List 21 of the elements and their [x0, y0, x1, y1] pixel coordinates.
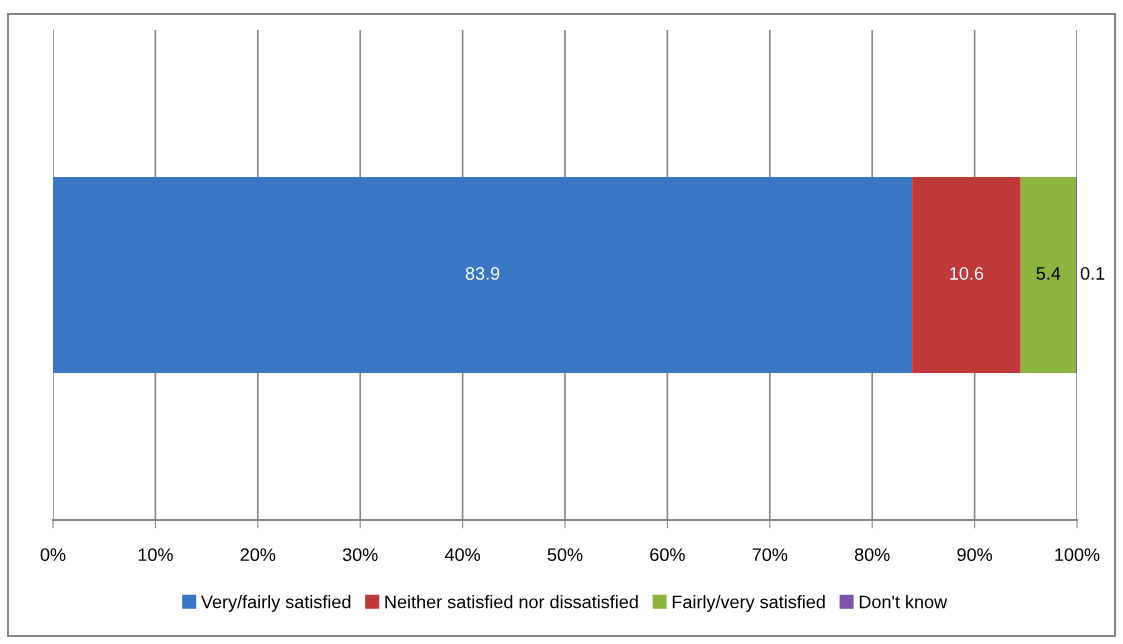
- x-tick-label: 0%: [40, 548, 66, 562]
- x-tick-label: 20%: [240, 548, 276, 562]
- bar: [912, 177, 1021, 373]
- x-tick-label: 60%: [650, 548, 685, 562]
- data-label: 83.9: [465, 267, 500, 280]
- x-tick-label: 80%: [854, 548, 890, 562]
- legend-label: Neither satisfied nor dissatisfied: [385, 595, 638, 609]
- legend-label: Very/fairly satisfied: [201, 595, 351, 612]
- legend-label: Don't know: [859, 595, 948, 609]
- bar: [1020, 177, 1076, 373]
- x-tick-label: 70%: [752, 548, 788, 562]
- x-tick-label: 10%: [138, 548, 173, 562]
- x-tick-label: 50%: [547, 548, 583, 562]
- data-label: 10.6: [950, 267, 984, 280]
- data-label: 0.1: [1080, 267, 1105, 280]
- x-tick-label: 30%: [342, 548, 378, 562]
- x-tick-label: 100%: [1055, 548, 1100, 562]
- legend-label: Fairly/very satisfied: [672, 595, 825, 612]
- x-tick-label: 90%: [957, 548, 993, 562]
- x-tick-label: 40%: [444, 548, 481, 562]
- data-label: 5.4: [1036, 267, 1061, 280]
